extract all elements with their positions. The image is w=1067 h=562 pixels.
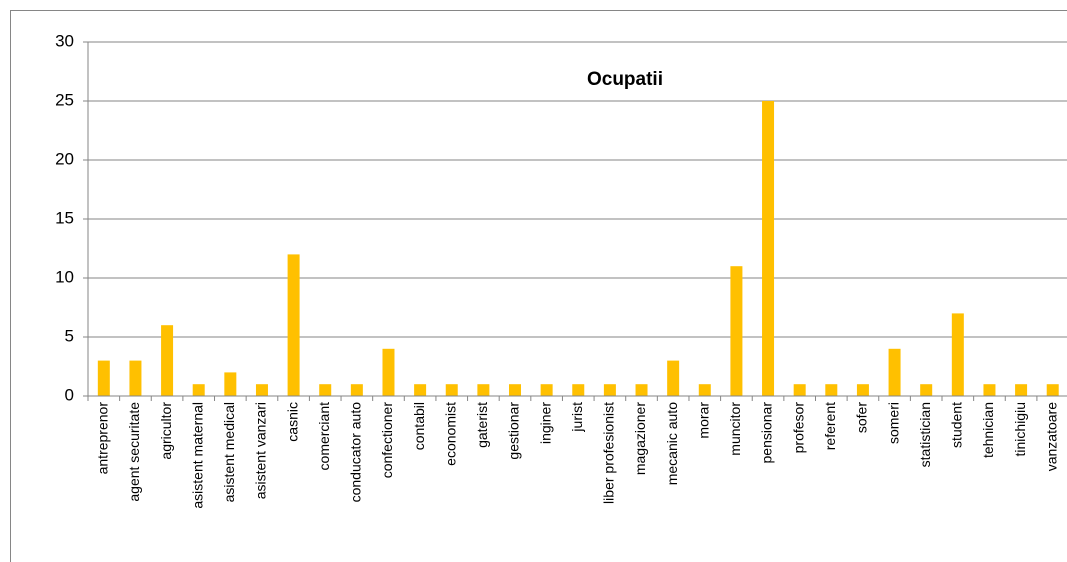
bar (572, 384, 585, 396)
y-tick-label: 25 (55, 90, 74, 109)
bar (509, 384, 522, 396)
x-tick-label: tinichigiu (1012, 402, 1028, 456)
y-tick-label: 0 (65, 385, 74, 404)
y-tick-label: 30 (55, 31, 74, 50)
bar (667, 360, 680, 396)
bar (603, 384, 616, 396)
x-tick-label: agricultor (158, 402, 174, 460)
bar (192, 384, 205, 396)
x-tick-label: comerciant (316, 402, 332, 471)
bar (224, 372, 237, 396)
x-tick-label: casnic (284, 402, 300, 442)
x-tick-label: statistician (917, 402, 933, 467)
x-tick-label: antreprenor (95, 402, 111, 475)
bar (793, 384, 806, 396)
y-tick-label: 15 (55, 208, 74, 227)
x-tick-label: asistent medical (221, 402, 237, 502)
bar (255, 384, 268, 396)
bar (97, 360, 110, 396)
y-tick-label: 5 (65, 326, 74, 345)
bar (698, 384, 711, 396)
x-tick-label: student (949, 402, 965, 448)
chart-border (10, 10, 1067, 562)
bar (161, 325, 174, 396)
bar (477, 384, 490, 396)
bar (287, 254, 300, 396)
x-tick-label: jurist (569, 402, 585, 433)
bar (762, 101, 775, 396)
x-tick-label: inginer (537, 402, 553, 444)
x-tick-label: gaterist (474, 402, 490, 448)
bar (1046, 384, 1059, 396)
x-tick-label: muncitor (727, 402, 743, 456)
x-tick-label: economist (442, 402, 458, 466)
x-tick-label: asistent maternal (189, 402, 205, 509)
bar (1015, 384, 1028, 396)
bar (445, 384, 458, 396)
x-tick-label: profesor (790, 402, 806, 454)
bar (382, 348, 395, 396)
x-tick-label: agent securitate (126, 402, 142, 502)
bar (888, 348, 901, 396)
chart-title: Ocupatii (587, 69, 663, 90)
y-tick-label: 20 (55, 149, 74, 168)
x-tick-label: vanzatoare (1043, 402, 1059, 471)
x-tick-label: someri (885, 402, 901, 444)
x-tick-label: gestionar (506, 402, 522, 460)
bar (350, 384, 363, 396)
bar (951, 313, 964, 396)
x-tick-label: magazioner (632, 402, 648, 475)
bar (635, 384, 648, 396)
bar (319, 384, 332, 396)
x-tick-label: conducator auto (348, 402, 364, 503)
x-tick-label: pensionar (759, 402, 775, 464)
x-tick-label: sofer (854, 402, 870, 433)
x-tick-label: morar (695, 402, 711, 439)
bar (730, 266, 743, 396)
bar (856, 384, 869, 396)
x-tick-label: tehnician (980, 402, 996, 458)
bar (920, 384, 933, 396)
x-tick-label: confectioner (379, 402, 395, 479)
bar (414, 384, 427, 396)
bar (983, 384, 996, 396)
x-tick-label: mecanic auto (664, 402, 680, 485)
bar (825, 384, 838, 396)
x-tick-label: referent (822, 402, 838, 450)
x-tick-label: asistent vanzari (253, 402, 269, 499)
bar (540, 384, 553, 396)
x-tick-label: liber profesionist (601, 402, 617, 504)
y-tick-label: 10 (55, 267, 74, 286)
x-tick-label: contabil (411, 402, 427, 450)
bar (129, 360, 142, 396)
